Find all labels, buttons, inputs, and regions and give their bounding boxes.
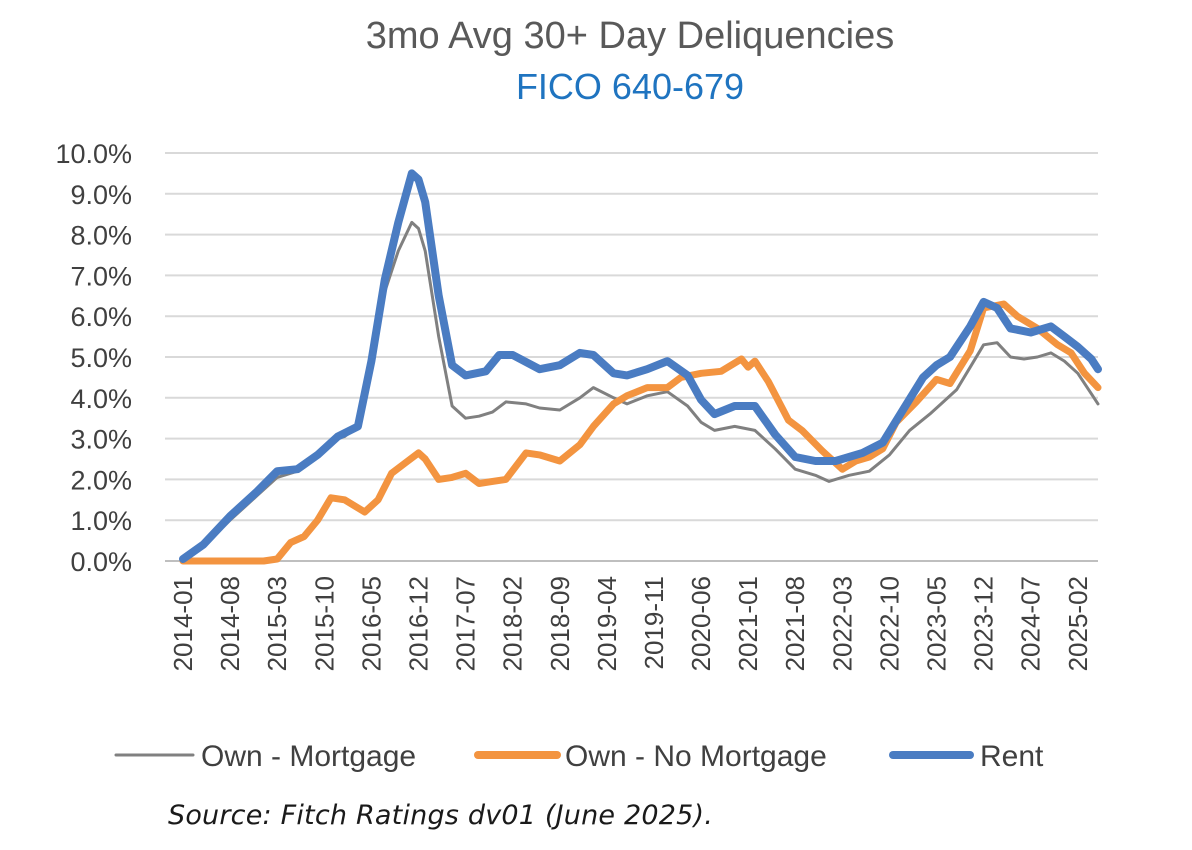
y-tick-label: 5.0% [70,343,132,373]
y-tick-label: 3.0% [70,425,132,455]
x-tick-label: 2016-05 [356,576,386,671]
x-tick-label: 2018-09 [545,576,575,671]
gridlines [165,152,1098,562]
x-tick-label: 2019-11 [639,576,669,670]
series-lines [179,169,1102,565]
x-tick-label: 2015-10 [309,576,339,671]
x-tick-label: 2021-01 [733,576,763,671]
legend-label: Rent [980,740,1044,773]
y-tick-label: 7.0% [70,261,132,291]
y-tick-label: 8.0% [70,221,132,251]
y-tick-label: 0.0% [70,547,132,577]
y-tick-label: 9.0% [70,180,132,210]
y-tick-label: 2.0% [70,465,132,495]
x-tick-label: 2020-06 [686,576,716,671]
y-tick-label: 10.0% [55,139,132,169]
y-axis-ticks: 0.0% 1.0% 2.0% 3.0% 4.0% 5.0% 6.0% 7.0% 8.0% 9.0%… [55,139,132,577]
series-line-own-no-mortgage [179,300,1102,565]
x-tick-label: 2019-04 [592,576,622,671]
x-tick-label: 2021-08 [780,576,810,671]
x-tick-label: 2024-07 [1016,576,1046,671]
x-tick-label: 2025-02 [1063,576,1093,671]
legend: Own - Mortgage Own - No Mortgage Rent [114,740,1044,773]
x-tick-label: 2023-05 [922,576,952,671]
x-tick-label: 2022-10 [874,576,904,671]
x-tick-label: 2017-07 [451,576,481,671]
x-tick-label: 2016-12 [403,576,433,671]
x-tick-label: 2015-03 [262,576,292,671]
legend-label: Own - No Mortgage [565,740,827,773]
x-tick-label: 2023-12 [969,576,999,671]
source-note: Source: Fitch Ratings dv01 (June 2025). [168,800,714,831]
x-tick-label: 2014-08 [215,576,245,671]
series-line-rent [179,169,1102,563]
y-tick-label: 4.0% [70,384,132,414]
x-tick-label: 2014-01 [168,576,198,671]
x-axis-ticks: 2014-01 2014-08 2015-03 2015-10 2016-05 2016-… [168,576,1093,671]
chart-subtitle: FICO 640-679 [516,66,744,107]
x-tick-label: 2018-02 [498,576,528,671]
chart-title: 3mo Avg 30+ Day Deliquencies [366,15,894,57]
x-tick-label: 2022-03 [827,576,857,671]
legend-label: Own - Mortgage [201,740,416,773]
y-tick-label: 6.0% [70,302,132,332]
y-tick-label: 1.0% [70,506,132,536]
